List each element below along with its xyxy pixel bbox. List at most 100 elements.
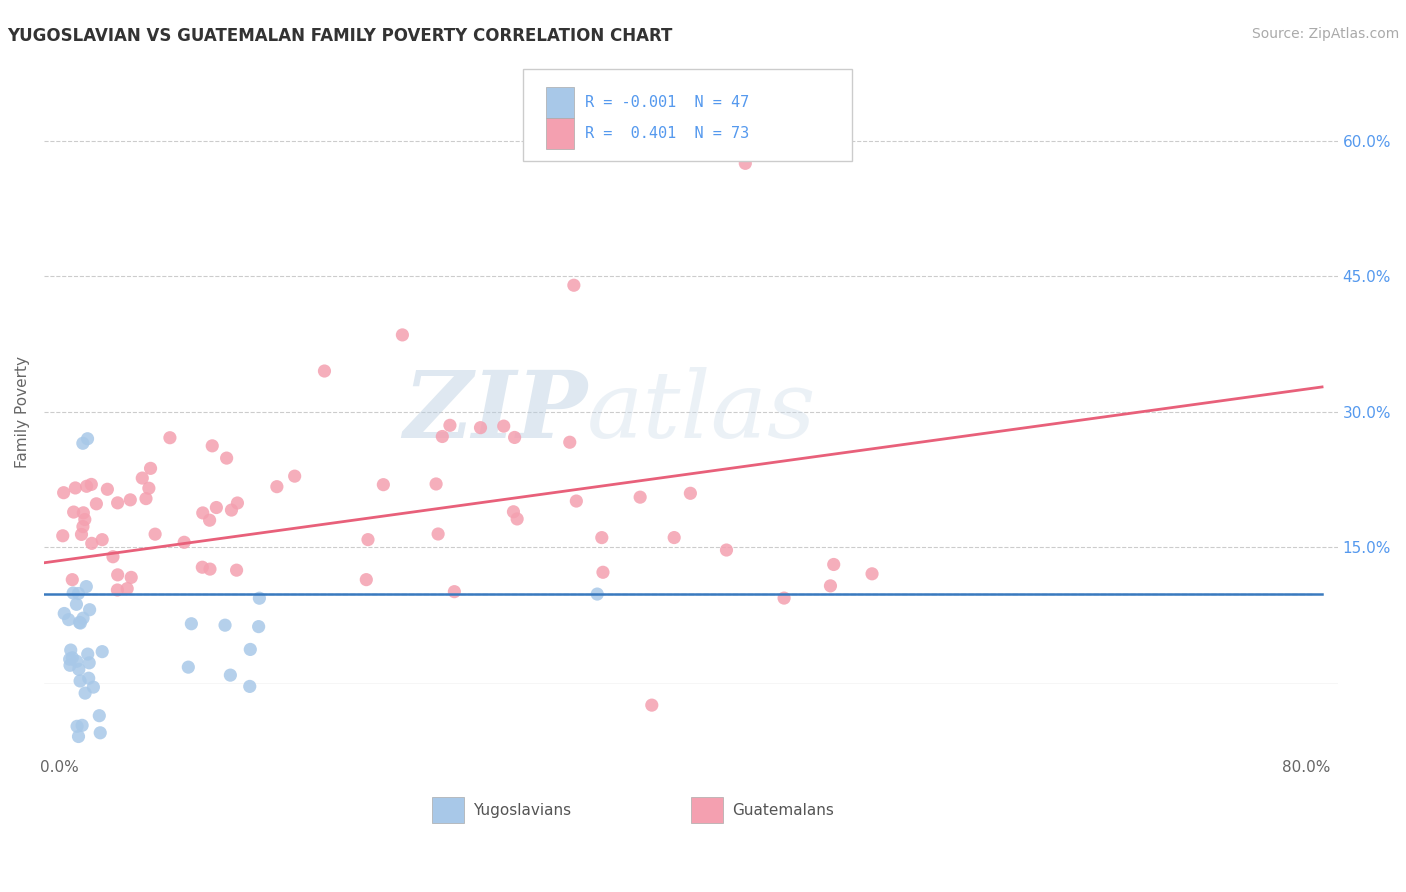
Point [159, 431, 181, 445]
Point [356, 573, 378, 587]
Point [60, 650, 83, 665]
Point [75, 580, 97, 594]
Text: atlas: atlas [588, 367, 817, 457]
Point [77, 671, 100, 685]
Point [76, 647, 98, 661]
FancyBboxPatch shape [546, 118, 574, 149]
Point [357, 533, 380, 547]
Point [226, 496, 249, 510]
Point [72, 611, 94, 625]
Point [558, 435, 581, 450]
Point [239, 642, 262, 657]
Point [247, 591, 270, 606]
Text: Source: ZipAtlas.com: Source: ZipAtlas.com [1251, 27, 1399, 41]
Point [679, 486, 702, 500]
Point [502, 505, 524, 519]
Point [591, 531, 613, 545]
Point [66, 654, 89, 668]
Point [107, 582, 129, 597]
Point [60, 573, 83, 587]
Point [427, 527, 450, 541]
Point [82, 680, 104, 694]
Point [73, 512, 96, 526]
Point [180, 616, 202, 631]
Point [492, 419, 515, 434]
Point [76, 432, 98, 446]
Point [62, 505, 84, 519]
Point [173, 535, 195, 549]
Point [219, 668, 242, 682]
Point [716, 543, 738, 558]
Point [86, 497, 108, 511]
Point [201, 439, 224, 453]
Point [70, 527, 93, 541]
FancyBboxPatch shape [546, 87, 574, 118]
Point [65, 597, 87, 611]
Point [138, 481, 160, 495]
Point [562, 278, 585, 293]
Point [115, 582, 138, 596]
Point [221, 503, 243, 517]
Point [664, 531, 686, 545]
Point [66, 719, 89, 733]
Point [592, 566, 614, 580]
Point [52, 529, 75, 543]
Point [101, 549, 124, 564]
Text: ZIP: ZIP [404, 367, 588, 457]
Point [503, 430, 526, 444]
Point [69, 673, 91, 688]
Point [239, 680, 262, 694]
Point [143, 527, 166, 541]
Point [53, 607, 76, 621]
Point [860, 566, 883, 581]
Point [439, 418, 461, 433]
Text: R = -0.001  N = 47: R = -0.001 N = 47 [585, 95, 749, 111]
Point [198, 513, 221, 527]
Point [641, 698, 664, 713]
Point [59, 652, 82, 666]
Point [76, 479, 98, 493]
Point [89, 726, 111, 740]
Point [443, 584, 465, 599]
Point [65, 481, 87, 495]
Point [96, 483, 118, 497]
Point [131, 471, 153, 485]
Point [59, 643, 82, 657]
Point [391, 327, 413, 342]
Y-axis label: Family Poverty: Family Poverty [15, 356, 30, 467]
Point [67, 730, 90, 744]
Point [58, 613, 80, 627]
Point [284, 469, 307, 483]
Point [586, 587, 609, 601]
Point [67, 662, 90, 676]
Point [72, 506, 94, 520]
Point [120, 492, 142, 507]
Point [823, 558, 845, 572]
Text: Yugoslavians: Yugoslavians [474, 803, 571, 818]
Point [314, 364, 336, 378]
Point [107, 496, 129, 510]
Point [734, 156, 756, 170]
Point [506, 512, 529, 526]
Point [77, 656, 100, 670]
Point [225, 563, 247, 577]
Point [198, 562, 221, 576]
Point [565, 494, 588, 508]
Point [266, 480, 288, 494]
FancyBboxPatch shape [523, 69, 852, 161]
Point [67, 586, 90, 600]
Point [72, 519, 94, 533]
FancyBboxPatch shape [690, 797, 723, 823]
Point [139, 461, 162, 475]
Point [628, 490, 651, 504]
Point [215, 451, 238, 466]
Point [52, 485, 75, 500]
Point [432, 429, 454, 443]
Point [191, 560, 214, 574]
Point [89, 708, 111, 723]
Point [247, 619, 270, 633]
Point [79, 603, 101, 617]
Point [177, 660, 200, 674]
Point [135, 491, 157, 506]
Text: YUGOSLAVIAN VS GUATEMALAN FAMILY POVERTY CORRELATION CHART: YUGOSLAVIAN VS GUATEMALAN FAMILY POVERTY… [7, 27, 672, 45]
